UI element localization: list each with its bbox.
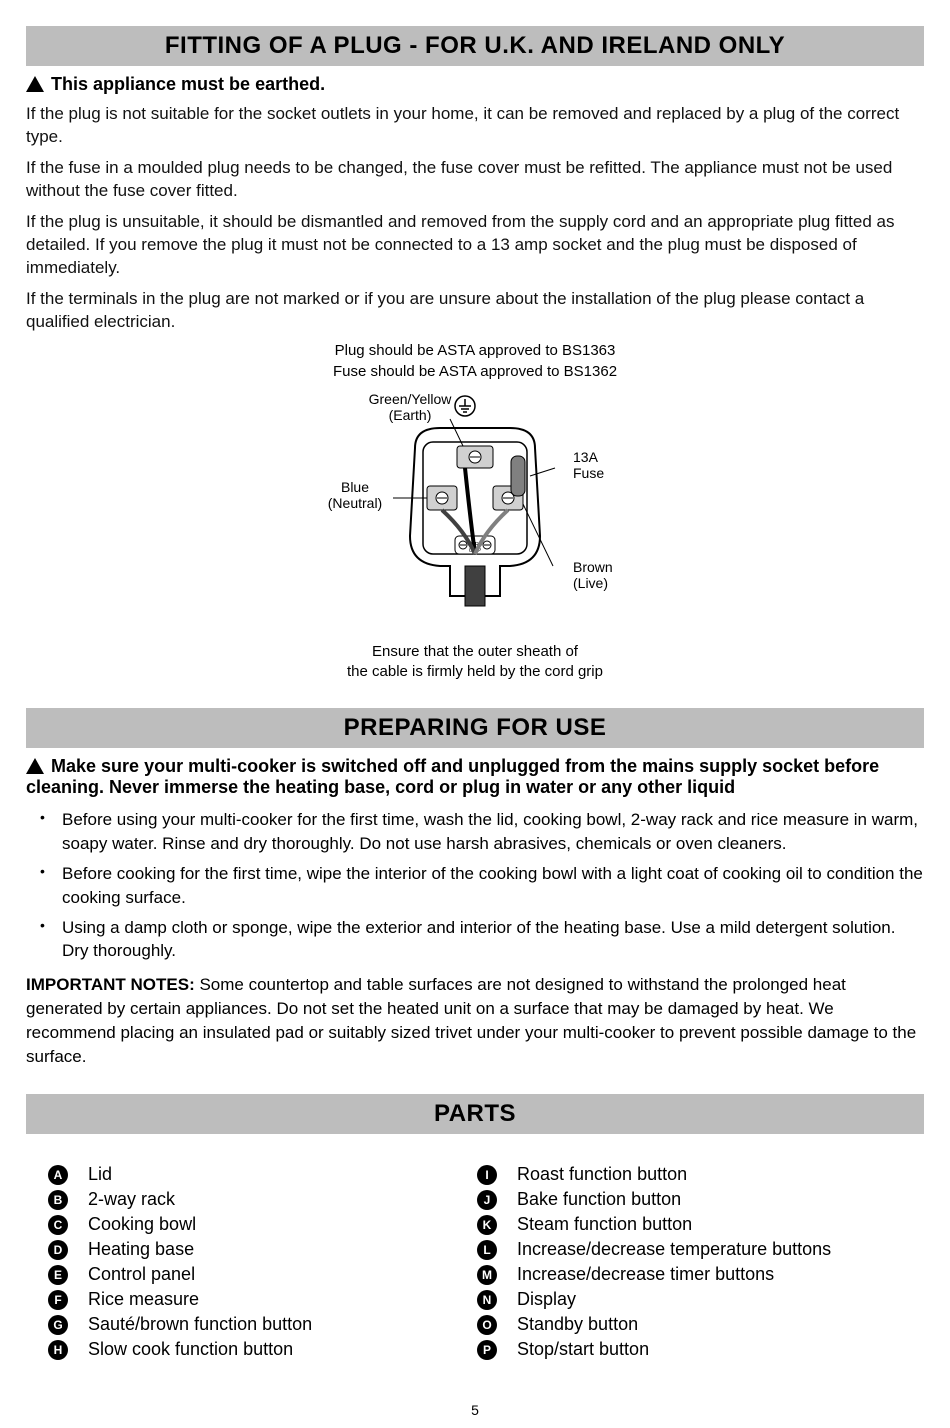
warning-icon (26, 76, 44, 92)
part-label: Display (517, 1289, 576, 1310)
diagram-top-line1: Plug should be ASTA approved to BS1363 (335, 342, 616, 359)
cable (465, 566, 485, 606)
part-item: K Steam function button (477, 1214, 906, 1235)
part-label: Roast function button (517, 1164, 687, 1185)
fuse-body (511, 456, 525, 496)
section-header-parts: PARTS (26, 1094, 924, 1134)
part-item: D Heating base (48, 1239, 477, 1260)
diagram-top-line2: Fuse should be ASTA approved to BS1362 (333, 363, 617, 380)
part-badge: D (48, 1240, 68, 1260)
part-item: F Rice measure (48, 1289, 477, 1310)
section-header-fitting: FITTING OF A PLUG - FOR U.K. AND IRELAND… (26, 26, 924, 66)
part-label: Stop/start button (517, 1339, 649, 1360)
earth-symbol-icon (455, 396, 475, 416)
part-badge: E (48, 1265, 68, 1285)
part-item: B 2-way rack (48, 1189, 477, 1210)
diagram-caption-top: Plug should be ASTA approved to BS1363 F… (26, 341, 924, 382)
parts-columns: A Lid B 2-way rack C Cooking bowl D Heating bas… (26, 1142, 924, 1364)
part-item: O Standby button (477, 1314, 906, 1335)
section-fitting-content: This appliance must be earthed. If the p… (0, 74, 950, 682)
part-badge: O (477, 1315, 497, 1335)
part-label: Steam function button (517, 1214, 692, 1235)
part-badge: J (477, 1190, 497, 1210)
important-notes: IMPORTANT NOTES: Some countertop and tab… (26, 973, 924, 1068)
warning-unplug: Make sure your multi-cooker is switched … (26, 756, 924, 798)
part-label: Heating base (88, 1239, 194, 1260)
section-preparing-content: Make sure your multi-cooker is switched … (0, 756, 950, 1068)
fitting-para-2: If the fuse in a moulded plug needs to b… (26, 157, 924, 203)
fitting-para-4: If the terminals in the plug are not mar… (26, 288, 924, 334)
neutral-label-2: (Neutral) (328, 495, 382, 511)
part-label: Sauté/brown function button (88, 1314, 312, 1335)
section-parts-content: A Lid B 2-way rack C Cooking bowl D Heating bas… (0, 1142, 950, 1364)
part-badge: C (48, 1215, 68, 1235)
part-label: Control panel (88, 1264, 195, 1285)
fuse-label-1: 13A (573, 449, 599, 465)
part-item: I Roast function button (477, 1164, 906, 1185)
warning-unplug-text: Make sure your multi-cooker is switched … (26, 756, 879, 797)
plug-diagram-wrap: Plug should be ASTA approved to BS1363 F… (26, 341, 924, 682)
bullet-3: Using a damp cloth or sponge, wipe the e… (26, 916, 924, 964)
part-label: Slow cook function button (88, 1339, 293, 1360)
parts-col-left: A Lid B 2-way rack C Cooking bowl D Heating bas… (44, 1160, 477, 1364)
part-label: Rice measure (88, 1289, 199, 1310)
diagram-bottom-line1: Ensure that the outer sheath of (372, 643, 578, 660)
part-badge: N (477, 1290, 497, 1310)
part-badge: H (48, 1340, 68, 1360)
part-badge: G (48, 1315, 68, 1335)
part-label: Increase/decrease temperature buttons (517, 1239, 831, 1260)
part-badge: A (48, 1165, 68, 1185)
preparing-bullets: Before using your multi-cooker for the f… (26, 808, 924, 963)
part-item: M Increase/decrease timer buttons (477, 1264, 906, 1285)
warning-earthed-text: This appliance must be earthed. (51, 74, 325, 94)
diagram-caption-bottom: Ensure that the outer sheath of the cabl… (26, 642, 924, 683)
part-item: A Lid (48, 1164, 477, 1185)
important-label: IMPORTANT NOTES: (26, 975, 195, 994)
bullet-1: Before using your multi-cooker for the f… (26, 808, 924, 856)
section-header-preparing: PREPARING FOR USE (26, 708, 924, 748)
part-label: Lid (88, 1164, 112, 1185)
part-item: H Slow cook function button (48, 1339, 477, 1360)
fitting-para-1: If the plug is not suitable for the sock… (26, 103, 924, 149)
fuse-label-2: Fuse (573, 465, 604, 481)
earth-label-2: (Earth) (389, 407, 432, 423)
diagram-bottom-line2: the cable is firmly held by the cord gri… (347, 663, 603, 680)
part-badge: K (477, 1215, 497, 1235)
part-label: Increase/decrease timer buttons (517, 1264, 774, 1285)
part-label: 2-way rack (88, 1189, 175, 1210)
part-badge: F (48, 1290, 68, 1310)
parts-col-right: I Roast function button J Bake function but… (477, 1160, 906, 1364)
live-label-2: (Live) (573, 575, 608, 591)
plug-diagram-svg: CORD GRIP Green/Yellow (Earth (315, 386, 635, 636)
warning-earthed: This appliance must be earthed. (26, 74, 924, 95)
neutral-label-1: Blue (341, 479, 369, 495)
part-item: P Stop/start button (477, 1339, 906, 1360)
warning-icon (26, 758, 44, 774)
live-label-1: Brown (573, 559, 613, 575)
part-badge: I (477, 1165, 497, 1185)
bullet-2: Before cooking for the first time, wipe … (26, 862, 924, 910)
leader-fuse (530, 468, 555, 476)
part-item: C Cooking bowl (48, 1214, 477, 1235)
fitting-para-3: If the plug is unsuitable, it should be … (26, 211, 924, 280)
part-badge: L (477, 1240, 497, 1260)
part-badge: B (48, 1190, 68, 1210)
part-label: Cooking bowl (88, 1214, 196, 1235)
part-badge: P (477, 1340, 497, 1360)
part-label: Standby button (517, 1314, 638, 1335)
part-item: E Control panel (48, 1264, 477, 1285)
part-label: Bake function button (517, 1189, 681, 1210)
earth-label-1: Green/Yellow (369, 391, 453, 407)
page-number: 5 (0, 1402, 950, 1428)
part-badge: M (477, 1265, 497, 1285)
part-item: G Sauté/brown function button (48, 1314, 477, 1335)
part-item: L Increase/decrease temperature buttons (477, 1239, 906, 1260)
part-item: N Display (477, 1289, 906, 1310)
part-item: J Bake function button (477, 1189, 906, 1210)
